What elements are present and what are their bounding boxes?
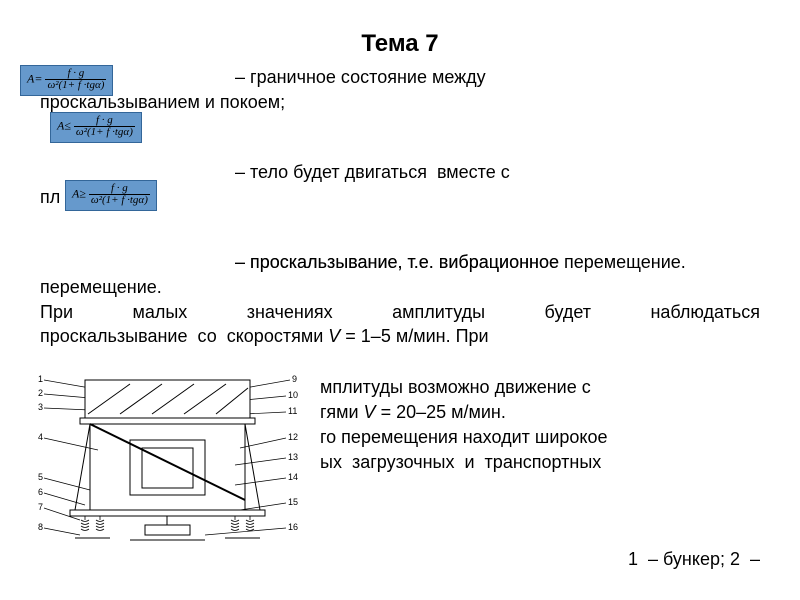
dash2-a: – тело будет двигаться вместе с (235, 160, 510, 184)
legend-text: 1 – бункер; 2 – (628, 549, 760, 570)
label-1: 1 (38, 374, 43, 384)
formula-ge-den: ω²(1+ f ·tgα) (89, 195, 150, 206)
page-title: Тема 7 (30, 30, 770, 58)
label-3: 3 (38, 402, 43, 412)
dash2-b: пл (40, 185, 60, 209)
label-10: 10 (288, 390, 298, 400)
dash1-b: проскальзыванием и покоем; (40, 90, 285, 114)
dash3-line1: – проскальзывание, т.е. вибрационное (235, 250, 559, 274)
label-9: 9 (292, 374, 297, 384)
label-2: 2 (38, 388, 43, 398)
formula-ge: A≥ f · g ω²(1+ f ·tgα) (65, 180, 157, 211)
label-5: 5 (38, 472, 43, 482)
label-7: 7 (38, 502, 43, 512)
label-8: 8 (38, 522, 43, 532)
formula-le: A≤ f · g ω²(1+ f ·tgα) (50, 112, 142, 143)
formula-le-den: ω²(1+ f ·tgα) (74, 127, 135, 138)
formula-ge-lhs: A≥ (72, 186, 86, 200)
label-6: 6 (38, 487, 43, 497)
label-14: 14 (288, 472, 298, 482)
vibration-feeder-diagram: 1 2 3 4 5 6 7 8 9 10 11 12 13 14 15 16 (30, 370, 310, 550)
dash3-line2: перемещение. (40, 275, 162, 299)
para2-line1: го перемещения находит широкое (320, 425, 608, 449)
label-4: 4 (38, 432, 43, 442)
formula-le-lhs: A≤ (57, 118, 71, 132)
para1-line1: При малых значениях амплитуды будет набл… (40, 300, 760, 349)
formula-eq-lhs: A= (27, 71, 42, 85)
para2-line2: ых загрузочных и транспортных (320, 450, 601, 474)
label-13: 13 (288, 452, 298, 462)
label-11: 11 (288, 406, 297, 416)
para1-line4: гями V = 20–25 м/мин. (320, 400, 506, 424)
label-15: 15 (288, 497, 298, 507)
para1-line3: мплитуды возможно движение с (320, 375, 591, 399)
label-12: 12 (288, 432, 298, 442)
label-16: 16 (288, 522, 298, 532)
dash1-a: – граничное состояние между (235, 65, 486, 89)
